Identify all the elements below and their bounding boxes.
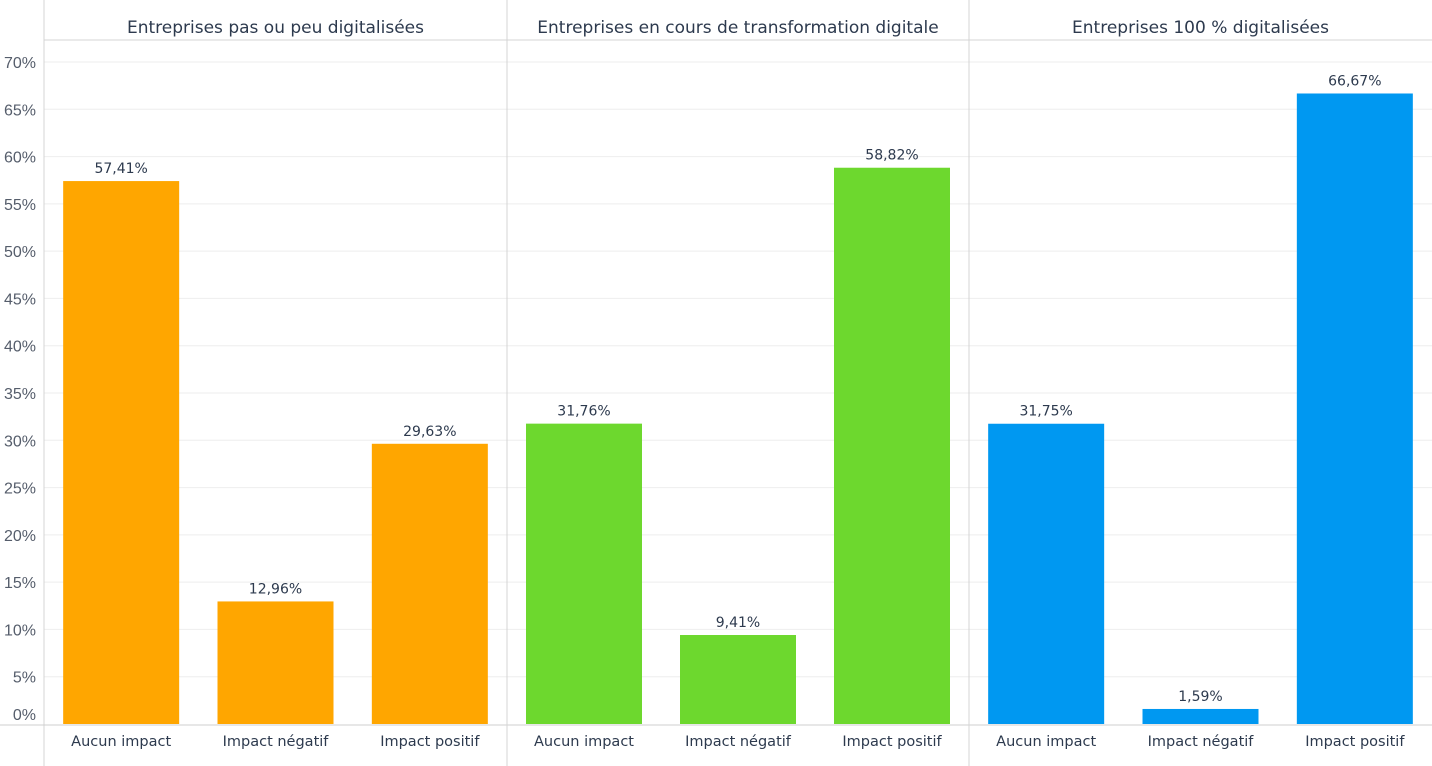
grid-lines bbox=[44, 61, 1432, 678]
bar[interactable] bbox=[217, 601, 334, 724]
y-tick-label: 50% bbox=[4, 244, 36, 261]
y-tick-label: 15% bbox=[4, 575, 36, 592]
panel-2: Entreprises en cours de transformation d… bbox=[526, 18, 950, 750]
y-tick-label: 55% bbox=[4, 197, 36, 214]
panel-1: Entreprises pas ou peu digitalisées 57,41… bbox=[63, 18, 488, 750]
category-label: Impact positif bbox=[380, 734, 480, 750]
data-label: 12,96% bbox=[249, 581, 302, 597]
y-tick-label: 0% bbox=[13, 707, 36, 724]
panel-title: Entreprises en cours de transformation d… bbox=[537, 18, 938, 38]
y-tick-label: 20% bbox=[4, 528, 36, 545]
bar[interactable] bbox=[680, 635, 796, 724]
bar[interactable] bbox=[1296, 93, 1413, 724]
panel-title: Entreprises 100 % digitalisées bbox=[1072, 18, 1329, 38]
y-tick-label: 40% bbox=[4, 339, 36, 356]
data-label: 58,82% bbox=[865, 148, 918, 164]
data-label: 31,75% bbox=[1019, 404, 1072, 420]
bar[interactable] bbox=[371, 443, 488, 724]
category-label: Impact positif bbox=[1305, 734, 1405, 750]
y-tick-label: 45% bbox=[4, 291, 36, 308]
category-label: Impact négatif bbox=[1148, 734, 1255, 750]
y-tick-label: 35% bbox=[4, 386, 36, 403]
data-label: 31,76% bbox=[557, 404, 610, 420]
data-label: 57,41% bbox=[94, 161, 147, 177]
data-label: 66,67% bbox=[1328, 73, 1381, 89]
panel-title: Entreprises pas ou peu digitalisées bbox=[127, 18, 424, 38]
category-label: Aucun impact bbox=[534, 734, 634, 750]
data-label: 1,59% bbox=[1178, 689, 1222, 705]
data-label: 9,41% bbox=[716, 615, 760, 631]
y-tick-label: 30% bbox=[4, 433, 36, 450]
category-label: Aucun impact bbox=[996, 734, 1096, 750]
y-tick-label: 60% bbox=[4, 150, 36, 167]
y-tick-label: 70% bbox=[4, 55, 36, 72]
y-tick-label: 5% bbox=[13, 670, 36, 687]
category-label: Impact négatif bbox=[685, 734, 792, 750]
category-label: Impact positif bbox=[842, 734, 942, 750]
bar[interactable] bbox=[526, 423, 642, 724]
panel-3: Entreprises 100 % digitalisées 31,75% Aucu… bbox=[988, 18, 1413, 750]
bar[interactable] bbox=[1142, 708, 1259, 724]
bar[interactable] bbox=[834, 167, 950, 725]
y-tick-label: 65% bbox=[4, 102, 36, 119]
y-axis: 0% 5% 10% 15% 20% 25% 30% 35% 40% 45% 50% 55% 60% 65%… bbox=[4, 55, 36, 724]
y-tick-label: 25% bbox=[4, 481, 36, 498]
bar[interactable] bbox=[63, 181, 180, 724]
category-label: Aucun impact bbox=[71, 734, 171, 750]
category-label: Impact négatif bbox=[223, 734, 330, 750]
bar[interactable] bbox=[988, 423, 1105, 724]
panels: Entreprises pas ou peu digitalisées 57,41… bbox=[63, 18, 1413, 750]
y-tick-label: 10% bbox=[4, 622, 36, 639]
data-label: 29,63% bbox=[403, 424, 456, 440]
